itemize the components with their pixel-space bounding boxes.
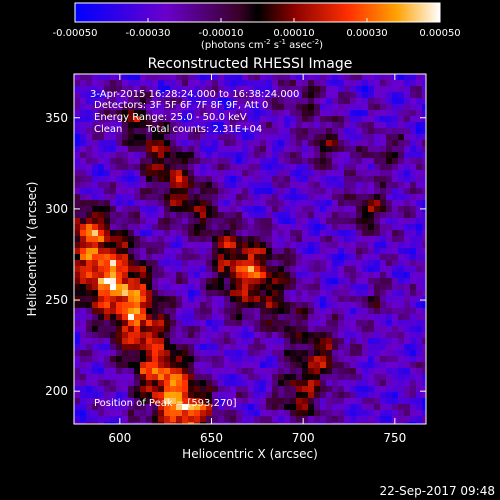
y-tick-label: 300 [45,202,68,216]
plot-frame [73,73,427,425]
annotation-method: Clean [94,124,123,135]
annotation-counts: Total counts: 2.31E+04 [146,124,263,135]
y-tick-label: 200 [45,384,68,398]
x-axis-label: Heliocentric X (arcsec) [182,447,318,461]
annotation-detectors: Detectors: 3F 5F 6F 7F 8F 9F, Att 0 [94,100,269,111]
annotation-time-range: 3-Apr-2015 16:28:24.000 to 16:38:24.000 [90,89,300,100]
annotation-energy: Energy Range: 25.0 - 50.0 keV [94,112,247,123]
colorbar-tick-label: -0.00050 [53,28,98,39]
y-tick-label: 250 [45,293,68,307]
y-axis-label: Heliocentric Y (arcsec) [25,182,39,317]
annotation-peak: Position of Peak = [593,270] [94,398,237,409]
heatmap-image [74,74,426,424]
y-tick-label: 350 [45,111,68,125]
colorbar-tick-label: 0.00030 [346,28,387,39]
x-tick-label: 600 [108,431,131,445]
colorbar-tick-label: -0.00030 [126,28,171,39]
x-tick-label: 650 [200,431,223,445]
colorbar-tick-label: 0.00010 [273,28,314,39]
colorbar-tick-label: 0.00050 [419,28,460,39]
colorbar-tick-label: -0.00010 [199,28,244,39]
footer-date: 22-Sep-2017 09:48 [380,484,495,498]
colorbar-unit-label: (photons cm-2 s-1 asec-2) [201,38,323,51]
x-tick-label: 700 [292,431,315,445]
colorbar [74,2,441,23]
x-tick-label: 750 [383,431,406,445]
chart-title: Reconstructed RHESSI Image [148,56,353,72]
